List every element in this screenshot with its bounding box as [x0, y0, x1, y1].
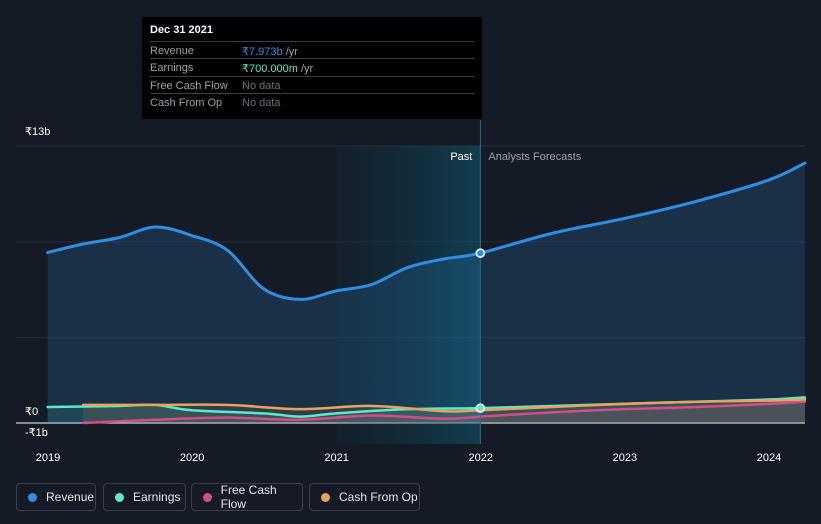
tooltip-unit: /yr: [301, 63, 314, 75]
tooltip-row-free-cash-flow: Free Cash Flow No data: [150, 76, 474, 94]
cash-from-op-line: [81, 398, 807, 413]
x-tick-label: 2021: [324, 452, 348, 464]
tooltip-date: Dec 31 2021: [150, 24, 213, 36]
x-tick-label: 2023: [613, 452, 637, 464]
revenue-area: [47, 163, 805, 424]
x-tick-label: 2022: [469, 452, 493, 464]
tooltip-label: Free Cash Flow: [150, 80, 228, 92]
y-axis-labels: ₹13b ₹0 -₹1b: [25, 126, 50, 439]
past-shade-region: [336, 146, 481, 444]
legend-item-cash-from-op[interactable]: Cash From Op: [309, 483, 420, 511]
tooltip-label: Revenue: [150, 45, 195, 57]
legend-item-earnings[interactable]: Earnings: [103, 483, 186, 511]
x-tick-label: 2024: [757, 452, 781, 464]
legend-label: Free Cash Flow: [220, 483, 277, 511]
legend-item-revenue[interactable]: Revenue: [16, 483, 96, 511]
tooltip-value: ₹700.000m: [242, 63, 298, 75]
earnings-marker: [475, 403, 486, 413]
legend-label: Revenue: [46, 490, 95, 504]
x-tick-label: 2019: [36, 452, 60, 464]
tooltip-value: No data: [242, 97, 281, 109]
legend-label: Cash From Op: [339, 490, 418, 504]
series-markers: [475, 248, 486, 413]
tooltip-row-revenue: Revenue ₹7.973b /yr: [150, 41, 474, 59]
free-cash-flow-area: [83, 401, 805, 423]
y-tick-label: -₹1b: [25, 427, 48, 439]
revenue-line: [46, 161, 807, 301]
y-tick-label: ₹13b: [25, 126, 50, 138]
x-tick-label: 2020: [180, 452, 204, 464]
series-lines: [46, 161, 807, 425]
past-label: Past: [450, 151, 472, 163]
tooltip-value: ₹7.973b: [242, 46, 283, 58]
chart-area: ₹13b ₹0 -₹1b 2019 2020 2021 2022 2023 2024 Past…: [16, 120, 807, 464]
free-cash-flow-line: [81, 400, 807, 425]
tooltip-unit: /yr: [285, 46, 298, 58]
legend-label: Earnings: [133, 490, 181, 504]
legend-dot-icon: [28, 492, 37, 502]
revenue-marker: [475, 248, 486, 258]
x-axis-labels: 2019 2020 2021 2022 2023 2024: [36, 452, 781, 464]
y-tick-label: ₹0: [25, 406, 38, 418]
tooltip-row-cash-from-op: Cash From Op No data: [150, 93, 474, 111]
legend-item-free-cash-flow[interactable]: Free Cash Flow: [191, 483, 303, 511]
tooltip-value: No data: [242, 80, 281, 92]
tooltip-row-earnings: Earnings ₹700.000m /yr: [150, 58, 474, 76]
tooltip: Dec 31 2021 Revenue ₹7.973b /yr Earnings…: [142, 17, 482, 119]
legend-dot-icon: [203, 492, 212, 502]
legend-dot-icon: [115, 492, 124, 502]
forecast-label: Analysts Forecasts: [488, 151, 581, 163]
legend-dot-icon: [321, 492, 330, 502]
tooltip-label: Cash From Op: [150, 97, 223, 109]
tooltip-label: Earnings: [150, 62, 194, 74]
